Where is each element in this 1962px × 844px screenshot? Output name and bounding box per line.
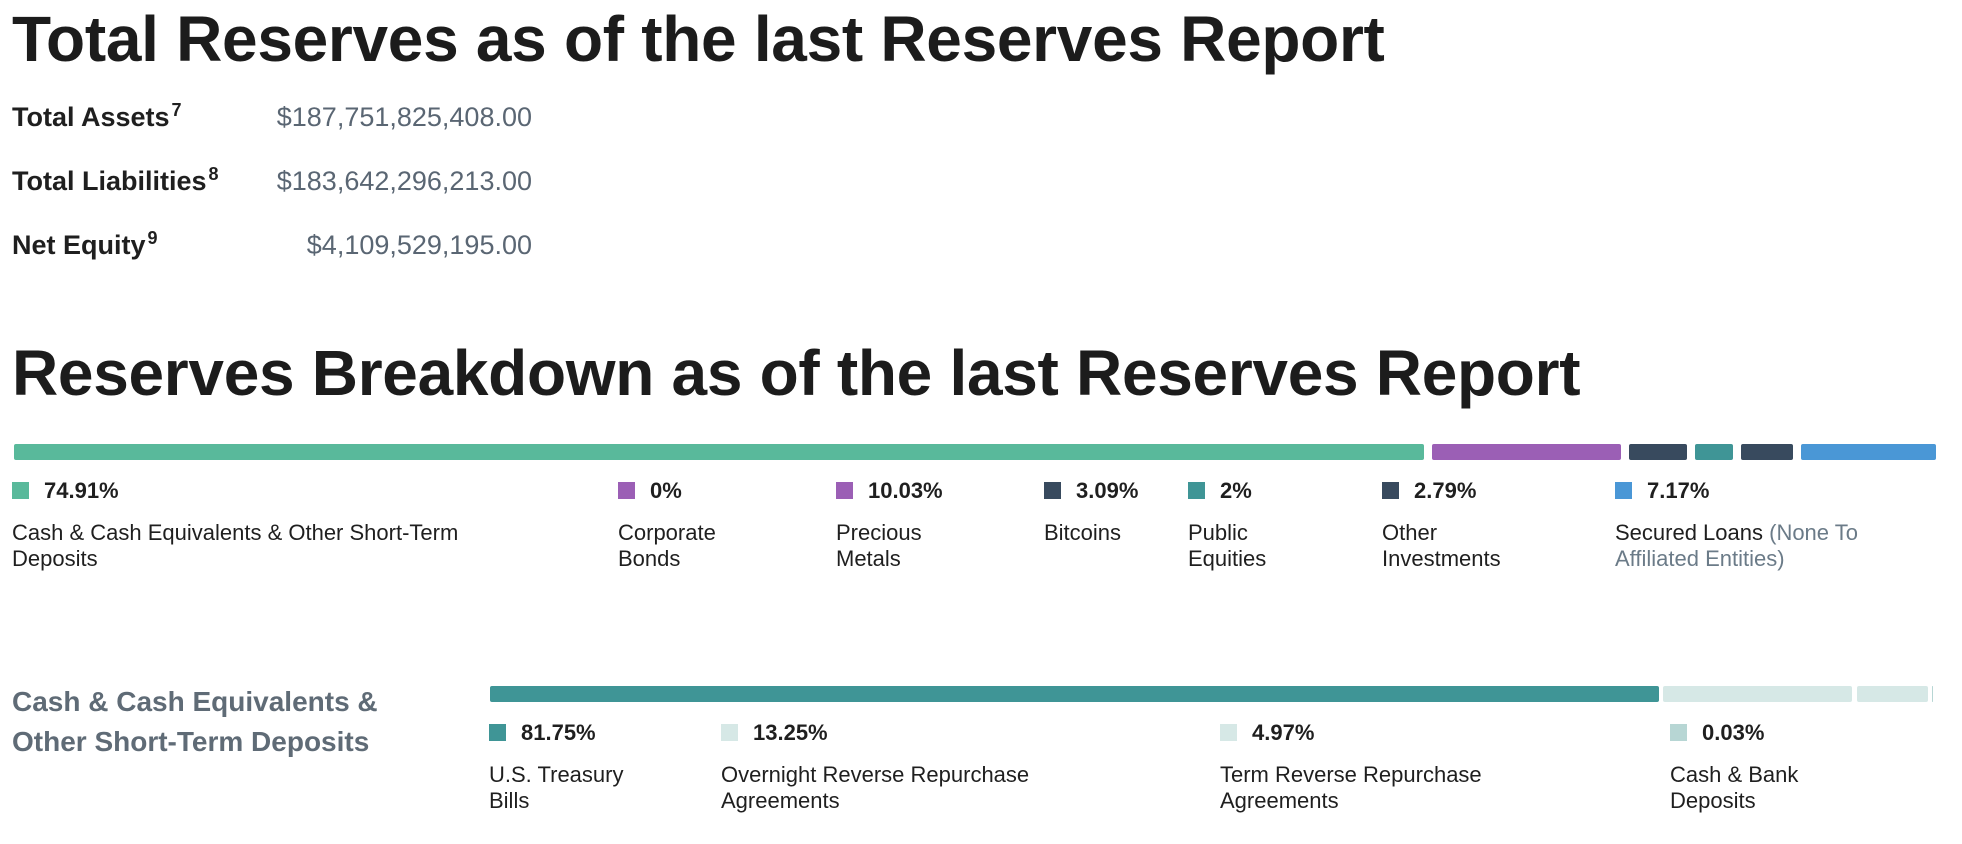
totals-table: Total Assets 7 $187,751,825,408.00 Total … — [12, 100, 532, 292]
legend-percent: 2.79% — [1414, 478, 1477, 503]
legend-swatch — [836, 482, 853, 499]
legend-percent: 74.91% — [44, 478, 119, 503]
footnote-9[interactable]: 9 — [147, 228, 158, 248]
bar-segment-term-reverse-repurchase-agreements — [1856, 686, 1928, 702]
footnote-8[interactable]: 8 — [208, 164, 219, 184]
total-assets-value: $187,751,825,408.00 — [276, 102, 532, 132]
legend-percent: 10.03% — [868, 478, 943, 503]
net-equity-value: $4,109,529,195.00 — [306, 230, 532, 260]
total-assets-row: Total Assets 7 $187,751,825,408.00 — [12, 100, 532, 164]
legend-percent: 0.03% — [1702, 720, 1765, 745]
total-liabilities-row: Total Liabilities 8 $183,642,296,213.00 — [12, 164, 532, 228]
legend-percent: 4.97% — [1252, 720, 1315, 745]
bar-segment-overnight-reverse-repurchase-agreements — [1663, 686, 1853, 702]
net-equity-label: Net Equity 9 — [12, 228, 158, 260]
legend-swatch — [1670, 724, 1687, 741]
bar-segment-other-investments — [1740, 444, 1794, 460]
net-equity-row: Net Equity 9 $4,109,529,195.00 — [12, 228, 532, 292]
legend-percent: 13.25% — [753, 720, 828, 745]
legend-swatch — [1382, 482, 1399, 499]
total-reserves-title: Total Reserves as of the last Reserves R… — [12, 3, 1385, 75]
legend-label: Secured Loans (None To Affiliated Entiti… — [1615, 520, 1858, 571]
total-liabilities-label: Total Liabilities 8 — [12, 164, 219, 196]
legend-note: (None To Affiliated Entities) — [1615, 520, 1858, 571]
legend-label: Precious Metals — [836, 520, 922, 571]
legend-swatch — [1188, 482, 1205, 499]
legend-percent: 3.09% — [1076, 478, 1139, 503]
legend-label: Overnight Reverse Repurchase Agreements — [721, 762, 1030, 813]
bar-segment-u-s-treasury-bills — [490, 686, 1660, 702]
reserves-breakdown-title: Reserves Breakdown as of the last Reserv… — [12, 337, 1581, 409]
bar-segment-cash-and-cash-equivalents-and-other-short-term-deposits — [14, 444, 1424, 460]
total-assets-label: Total Assets 7 — [12, 100, 182, 132]
total-liabilities-value: $183,642,296,213.00 — [276, 166, 532, 196]
legend-swatch — [721, 724, 738, 741]
legend-label: Bitcoins — [1044, 520, 1122, 545]
legend-swatch — [1615, 482, 1632, 499]
legend-label: Term Reverse Repurchase Agreements — [1220, 762, 1482, 813]
legend-percent: 7.17% — [1647, 478, 1710, 503]
legend-percent: 2% — [1220, 478, 1252, 503]
bar-segment-secured-loans — [1801, 444, 1936, 460]
legend-swatch — [12, 482, 29, 499]
legend-label: Other Investments — [1382, 520, 1501, 571]
bar-segment-cash-and-bank-deposits — [1931, 686, 1933, 702]
legend-swatch — [489, 724, 506, 741]
cash-equivalents-title: Cash & Cash Equivalents & Other Short-Te… — [12, 686, 378, 757]
legend-swatch — [1220, 724, 1237, 741]
legend-percent: 81.75% — [521, 720, 596, 745]
legend-label: Public Equities — [1188, 520, 1267, 571]
legend-label: Corporate Bonds — [618, 520, 716, 571]
legend-swatch — [618, 482, 635, 499]
legend-label: Cash & Bank Deposits — [1670, 762, 1799, 813]
legend-swatch — [1044, 482, 1061, 499]
legend-percent: 0% — [650, 478, 682, 503]
bar-segment-public-equities — [1694, 444, 1733, 460]
cash-equivalents-bar — [490, 686, 1933, 702]
legend-label: Cash & Cash Equivalents & Other Short-Te… — [12, 520, 459, 571]
bar-segment-precious-metals — [1431, 444, 1621, 460]
legend-label: U.S. Treasury Bills — [489, 762, 624, 813]
footnote-7[interactable]: 7 — [171, 100, 182, 120]
bar-segment-bitcoins — [1628, 444, 1687, 460]
reserves-breakdown-bar — [14, 444, 1936, 460]
